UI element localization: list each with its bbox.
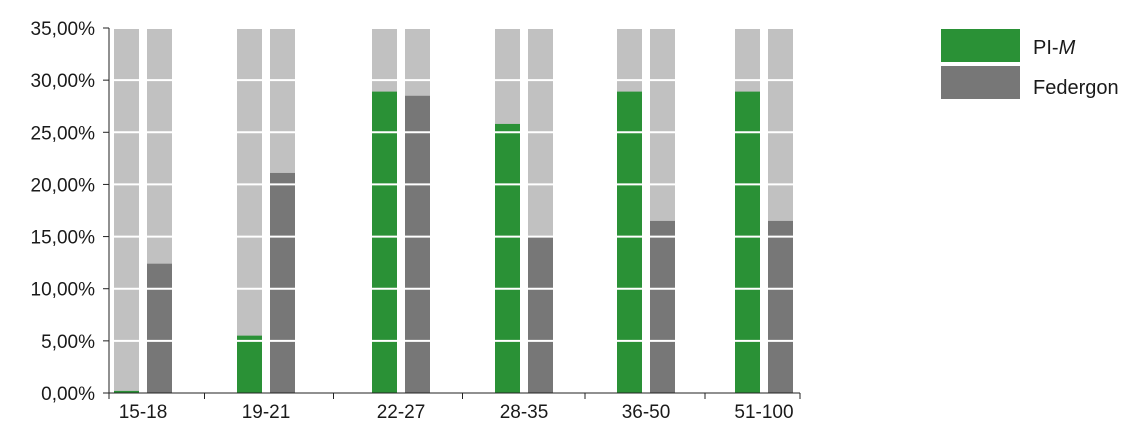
y-axis-ticks: 0,00% 5,00% 10,00% 15,00% 20,00% 25,00% 30,00%… <box>31 19 109 405</box>
x-tick-label-36-50: 36-50 <box>622 402 671 423</box>
bar-22-27-s1 <box>405 95 430 394</box>
y-tick-label-0: 0,00% <box>41 384 95 405</box>
bar-19-21-s0 <box>237 335 262 393</box>
y-tick-label-3: 15,00% <box>31 228 96 249</box>
legend-swatch-pi-m <box>941 29 1020 62</box>
data-bars <box>114 91 793 394</box>
gridlines <box>109 27 800 342</box>
y-tick-label-7: 35,00% <box>31 19 96 40</box>
axes <box>108 28 801 399</box>
legend-label-pi-m-italic: M <box>1059 37 1076 59</box>
background-bars <box>114 28 793 393</box>
bar-36-50-s0 <box>617 91 642 393</box>
x-tick-label-19-21: 19-21 <box>242 402 291 423</box>
bar-51-100-s0 <box>735 91 760 393</box>
bar-19-21-s1 <box>270 172 295 393</box>
bar-22-27-s0 <box>372 91 397 393</box>
bar-28-35-s0 <box>495 123 520 393</box>
bar-36-50-s1 <box>650 220 675 393</box>
background-bar-15-18-s0 <box>114 28 139 393</box>
y-tick-label-1: 5,00% <box>41 332 95 353</box>
bar-51-100-s1 <box>768 220 793 393</box>
legend-swatch-federgon <box>941 66 1020 99</box>
legend-label-pi-m-prefix: PI- <box>1033 37 1059 59</box>
legend: PI-M Federgon <box>941 29 1119 99</box>
x-tick-label-51-100: 51-100 <box>734 402 793 423</box>
background-bar-19-21-s0 <box>237 28 262 393</box>
legend-label-federgon: Federgon <box>1033 77 1119 99</box>
bar-28-35-s1 <box>528 236 553 393</box>
x-tick-label-15-18: 15-18 <box>119 402 168 423</box>
x-axis-ticks: 15-18 19-21 22-27 28-35 36-50 51-100 <box>119 402 794 423</box>
y-tick-label-4: 20,00% <box>31 175 96 196</box>
bar-15-18-s0 <box>114 390 139 393</box>
x-tick-label-28-35: 28-35 <box>500 402 549 423</box>
x-tick-label-22-27: 22-27 <box>377 402 426 423</box>
y-tick-label-6: 30,00% <box>31 71 96 92</box>
legend-label-pi-m: PI-M <box>1033 37 1076 59</box>
y-tick-label-5: 25,00% <box>31 123 96 144</box>
bar-15-18-s1 <box>147 263 172 393</box>
y-tick-label-2: 10,00% <box>31 280 96 301</box>
